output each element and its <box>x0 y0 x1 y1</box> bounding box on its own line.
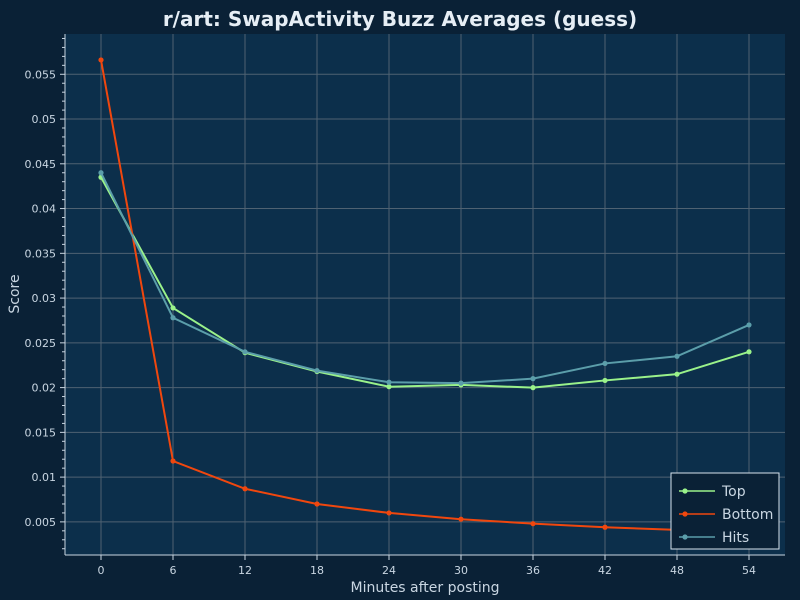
data-point-hits <box>314 367 320 374</box>
x-axis-label: Minutes after posting <box>350 580 499 596</box>
legend-label-top: Top <box>721 484 746 500</box>
data-point-top <box>170 305 176 311</box>
y-tick-label: 0.025 <box>25 337 57 350</box>
data-point-bottom <box>314 501 320 507</box>
legend-marker-top <box>682 488 688 494</box>
x-tick-label: 42 <box>598 564 612 577</box>
x-tick-label: 24 <box>382 564 396 577</box>
legend-marker-bottom <box>682 511 688 517</box>
y-tick-label: 0.04 <box>32 203 57 216</box>
data-point-bottom <box>242 486 248 492</box>
x-tick-label: 30 <box>454 564 468 577</box>
y-tick-label: 0.045 <box>25 158 57 171</box>
y-tick-label: 0.02 <box>32 382 57 395</box>
y-tick-label: 0.01 <box>32 471 57 484</box>
y-tick-label: 0.05 <box>32 113 57 126</box>
data-point-top <box>530 384 536 391</box>
data-point-top <box>386 384 392 390</box>
series-layer <box>98 57 752 535</box>
data-point-hits <box>746 322 752 328</box>
chart-title: r/art: SwapActivity Buzz Averages (guess… <box>163 7 637 31</box>
data-point-bottom <box>530 521 536 527</box>
x-tick-label: 48 <box>670 564 684 577</box>
y-tick-label: 0.03 <box>32 292 57 305</box>
data-point-bottom <box>386 510 392 516</box>
data-point-hits <box>242 349 248 355</box>
series-line-hits <box>100 172 750 385</box>
data-point-bottom <box>458 516 464 522</box>
data-point-hits <box>98 170 104 176</box>
x-tick-label: 12 <box>238 564 252 577</box>
data-point-hits <box>170 315 176 321</box>
legend: Top Bottom Hits <box>670 472 780 550</box>
data-point-top <box>746 349 752 355</box>
legend-label-bottom: Bottom <box>722 507 773 523</box>
grid <box>65 34 785 555</box>
x-tick-label: 0 <box>98 564 105 577</box>
series-line-top <box>100 176 750 389</box>
data-point-hits <box>602 360 608 367</box>
plot-area <box>65 34 785 555</box>
legend-label-hits: Hits <box>722 530 749 546</box>
data-point-hits <box>386 379 392 385</box>
x-tick-label: 6 <box>170 564 177 577</box>
y-tick-label: 0.005 <box>25 516 57 529</box>
data-point-hits <box>674 353 680 359</box>
x-tick-label: 54 <box>742 564 756 577</box>
y-axis-label: Score <box>7 274 23 313</box>
y-tick-label: 0.055 <box>25 68 57 81</box>
x-tick-label: 36 <box>526 564 540 577</box>
data-point-hits <box>530 376 536 382</box>
y-tick-label: 0.015 <box>25 426 57 439</box>
data-point-bottom <box>170 458 176 464</box>
data-point-bottom <box>98 57 104 63</box>
axes: 0 6 12 18 24 30 36 42 48 54 0.005 0.01 0.015 0.02 0.02… <box>25 34 785 577</box>
data-point-hits <box>458 380 464 386</box>
data-point-top <box>674 371 680 377</box>
legend-marker-hits <box>682 534 688 540</box>
data-point-bottom <box>602 524 608 530</box>
y-tick-label: 0.035 <box>25 247 57 260</box>
x-tick-label: 18 <box>310 564 324 577</box>
series-line-bottom <box>100 59 750 533</box>
data-point-top <box>602 377 608 384</box>
